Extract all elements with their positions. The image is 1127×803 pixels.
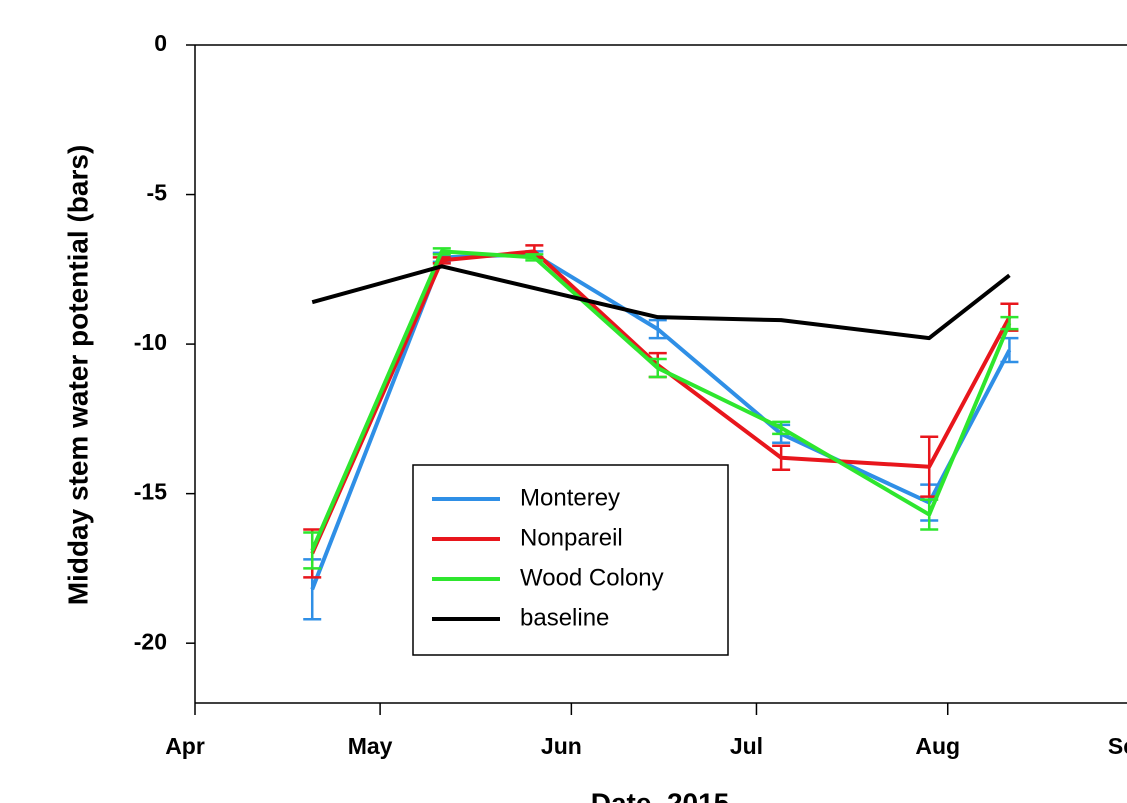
error-bar xyxy=(772,444,791,471)
y-tick-label: -20 xyxy=(134,628,167,654)
y-tick-label: -10 xyxy=(134,329,167,355)
legend-label: Monterey xyxy=(520,484,620,511)
error-bar xyxy=(525,253,544,262)
x-tick-label: Jul xyxy=(730,733,763,759)
error-bar xyxy=(920,498,939,531)
legend-box xyxy=(412,464,729,656)
legend-label: Nonpareil xyxy=(520,524,623,551)
error-bar xyxy=(772,420,791,436)
y-tick-label: 0 xyxy=(154,30,167,56)
x-tick-label: Sep xyxy=(1108,733,1127,759)
error-bar xyxy=(648,318,667,340)
error-bar xyxy=(432,247,451,256)
error-bar xyxy=(648,357,667,379)
x-tick-label: Jun xyxy=(541,733,582,759)
y-tick-label: -5 xyxy=(147,180,168,206)
x-tick-label: May xyxy=(348,733,393,759)
x-tick-label: Aug xyxy=(915,733,960,759)
error-bar xyxy=(303,531,322,570)
y-tick-label: -15 xyxy=(134,479,167,505)
legend-label: baseline xyxy=(520,604,609,631)
y-axis-title: Midday stem water potential (bars) xyxy=(62,145,93,606)
x-axis-title: Date, 2015 xyxy=(591,787,730,803)
x-tick-label: Apr xyxy=(165,733,205,759)
error-bar xyxy=(1000,315,1019,331)
series-line xyxy=(311,264,1011,341)
legend-label: Wood Colony xyxy=(520,564,664,591)
